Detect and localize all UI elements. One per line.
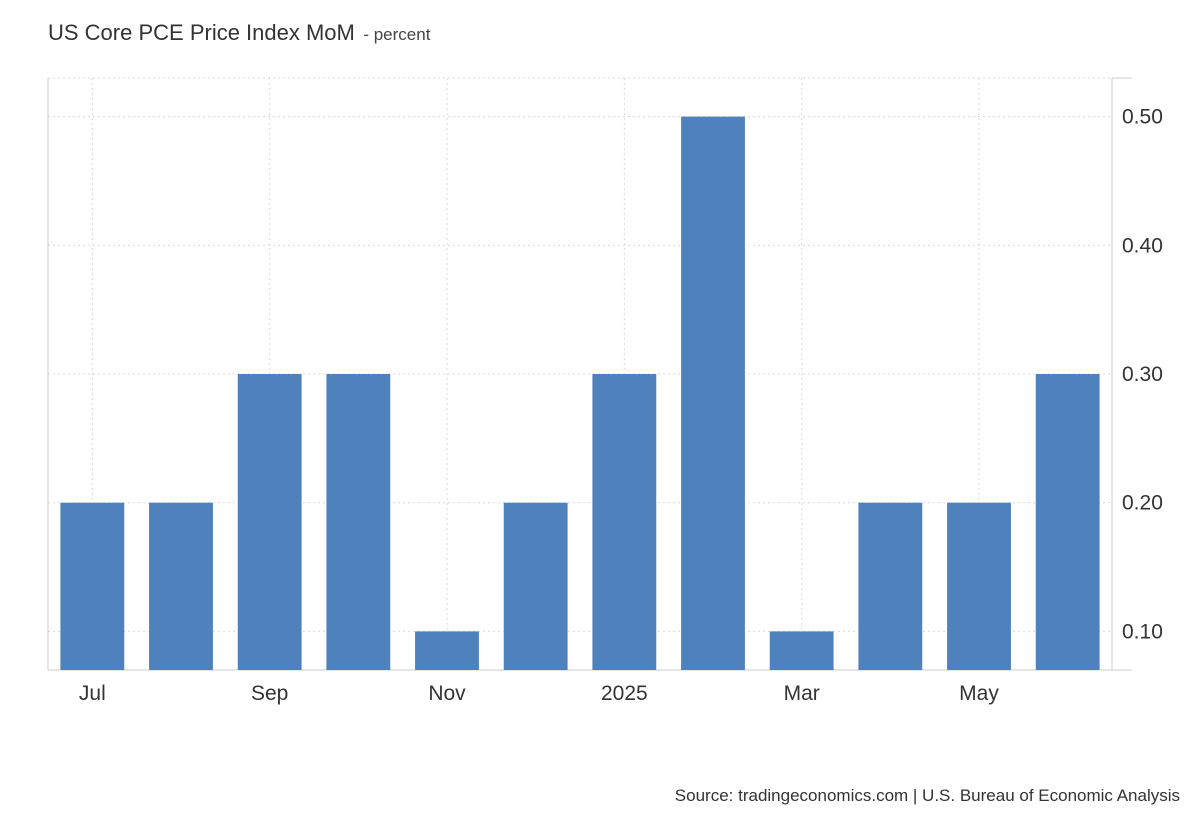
- bar-series: [60, 116, 1100, 670]
- bar: [503, 502, 568, 670]
- y-tick-label: 0.40: [1122, 234, 1163, 257]
- y-tick-label: 0.30: [1122, 363, 1163, 386]
- title-row: US Core PCE Price Index MoM - percent: [48, 20, 430, 46]
- x-tick-label: Nov: [428, 682, 466, 705]
- bar: [947, 502, 1011, 670]
- bar: [858, 502, 923, 670]
- x-tick-label: Sep: [251, 682, 288, 705]
- bar: [592, 374, 657, 670]
- bar: [1035, 374, 1100, 670]
- chart-title: US Core PCE Price Index MoM: [48, 20, 355, 45]
- y-tick-label: 0.20: [1122, 492, 1163, 515]
- bar: [60, 502, 125, 670]
- x-tick-label: Mar: [784, 682, 820, 705]
- bar: [681, 116, 745, 670]
- x-tick-label: May: [959, 682, 999, 705]
- bar: [326, 374, 391, 670]
- bar: [415, 631, 479, 670]
- x-tick-label: 2025: [601, 682, 648, 705]
- y-tick-label: 0.50: [1122, 106, 1163, 129]
- source-note: Source: tradingeconomics.com | U.S. Bure…: [674, 786, 1180, 805]
- chart-subtitle: - percent: [363, 25, 431, 44]
- bar: [769, 631, 834, 670]
- bar: [237, 374, 302, 670]
- y-tick-label: 0.10: [1122, 620, 1163, 643]
- y-tick-labels: 0.10 0.20 0.30 0.40 0.50: [1122, 106, 1163, 644]
- bar: [149, 502, 213, 670]
- x-tick-label: Jul: [79, 682, 106, 705]
- x-tick-labels: Jul Sep Nov 2025 Mar May: [79, 682, 999, 705]
